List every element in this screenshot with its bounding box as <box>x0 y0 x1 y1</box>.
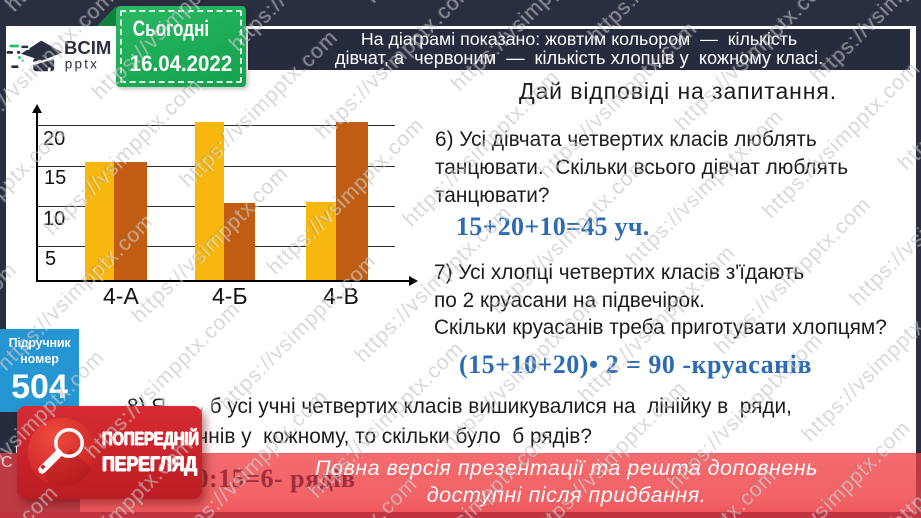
svg-text:pptx: pptx <box>65 57 99 72</box>
svg-text:BCIM: BCIM <box>64 37 111 58</box>
